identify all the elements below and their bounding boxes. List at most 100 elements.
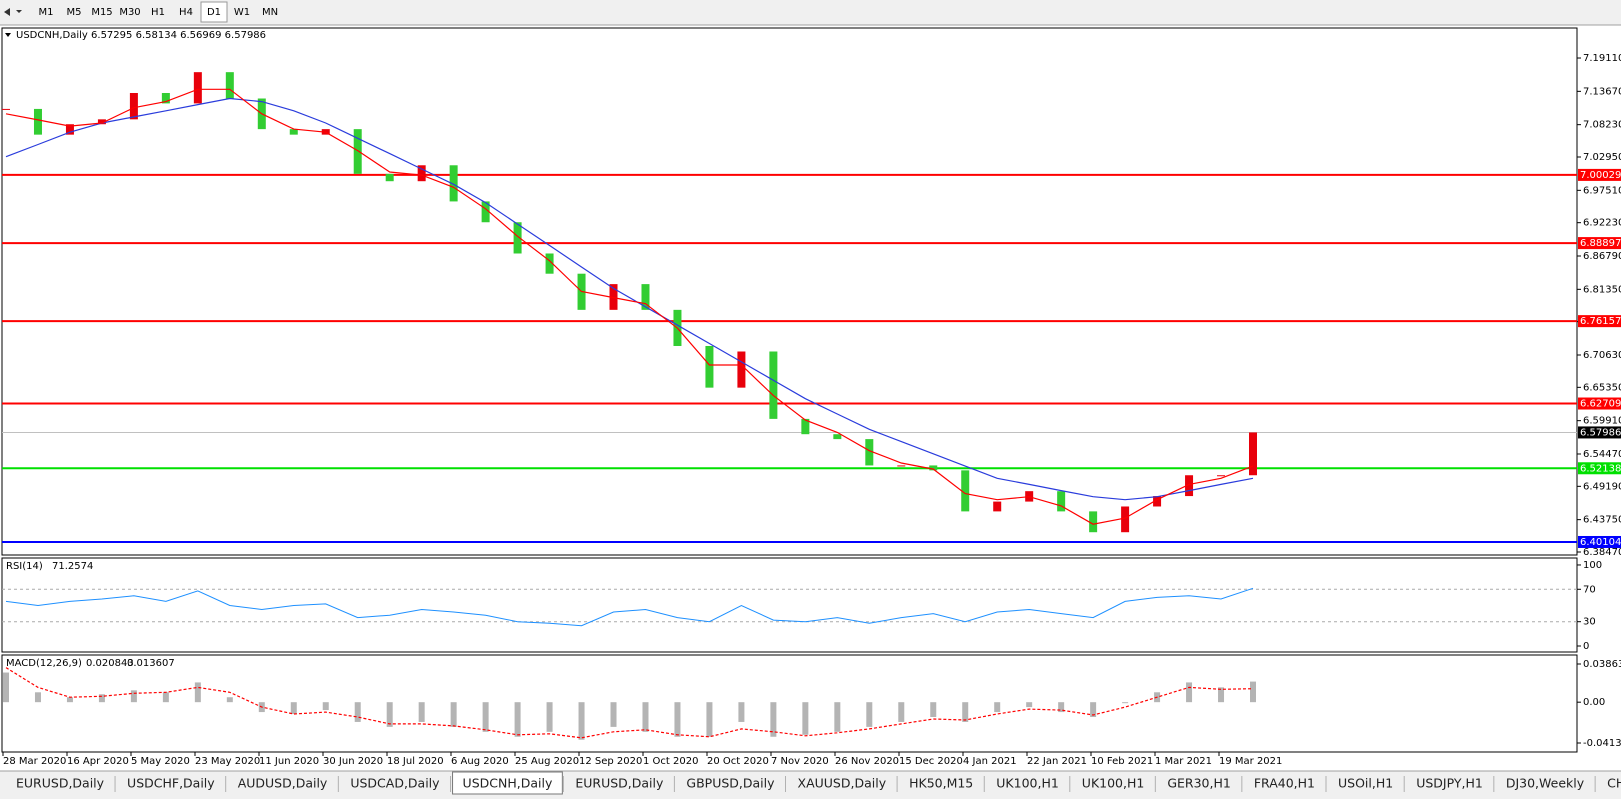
candle-body <box>97 119 106 125</box>
x-tick-label: 18 Jul 2020 <box>387 756 444 767</box>
candle-body <box>833 434 842 440</box>
tab[interactable] <box>1243 774 1325 793</box>
candle-body <box>481 201 490 223</box>
macd-bar <box>194 682 201 703</box>
candle-body <box>289 129 298 135</box>
level-label-box <box>1578 462 1621 475</box>
tab[interactable] <box>1406 774 1493 793</box>
candle-body <box>1057 491 1066 512</box>
rsi-tick-label: 70 <box>1583 584 1596 595</box>
tab-label: USDCHF,Daily <box>127 776 215 791</box>
rsi-tick-label: 30 <box>1583 617 1596 628</box>
tab[interactable] <box>787 774 897 793</box>
macd-bar <box>1090 702 1097 718</box>
x-tick-label: 7 Nov 2020 <box>771 756 829 767</box>
macd-bar <box>994 702 1001 713</box>
timeframe-button[interactable] <box>33 2 59 22</box>
y-tick-label: 7.08230 <box>1583 120 1621 131</box>
level-label-box <box>1578 535 1621 548</box>
x-tick-label: 11 Jun 2020 <box>259 756 319 767</box>
tab-label: USOil,H1 <box>1338 776 1393 791</box>
timeframe-button[interactable] <box>257 2 283 22</box>
tab[interactable] <box>565 774 674 793</box>
tab[interactable] <box>1157 774 1241 793</box>
macd-bar <box>66 697 73 703</box>
y-tick-label: 6.49190 <box>1583 481 1621 492</box>
rsi-tick-label: 100 <box>1583 560 1602 571</box>
tab[interactable] <box>986 774 1069 793</box>
tab[interactable] <box>6 774 115 793</box>
tab-label: HK50,M15 <box>909 776 973 791</box>
candle-body <box>801 418 810 435</box>
candle-body <box>449 165 458 202</box>
toolbar-icon[interactable] <box>4 8 22 16</box>
level-label: 6.52138 <box>1580 463 1621 474</box>
tab[interactable] <box>227 774 338 793</box>
candle-body <box>513 222 522 254</box>
tab-label: AUDUSD,Daily <box>238 776 328 791</box>
level-label: 7.00029 <box>1580 170 1621 181</box>
macd-signal <box>5 667 1254 739</box>
candle-body <box>65 124 74 135</box>
candle-body <box>1121 506 1130 533</box>
timeframe-button[interactable] <box>89 2 115 22</box>
tab[interactable] <box>1495 774 1595 793</box>
x-tick-label: 4 Jan 2021 <box>963 756 1017 767</box>
x-tick-label: 28 Mar 2020 <box>3 756 66 767</box>
timeframe-label: MN <box>262 7 278 18</box>
tab[interactable] <box>340 774 450 793</box>
x-tick-label: 6 Aug 2020 <box>451 756 509 767</box>
macd-bar <box>1026 702 1033 708</box>
macd-signal-value: 0.013607 <box>127 658 175 669</box>
y-tick-label: 7.19110 <box>1583 53 1621 64</box>
y-tick-label: 6.59910 <box>1583 416 1621 427</box>
timeframe-label: H1 <box>151 7 165 18</box>
x-tick-label: 20 Oct 2020 <box>707 756 769 767</box>
level-label-box <box>1578 237 1621 250</box>
timeframe-button[interactable] <box>61 2 87 22</box>
candle-body <box>737 351 746 388</box>
timeframe-button[interactable] <box>117 2 143 22</box>
header-arrow <box>5 33 11 37</box>
macd-bar <box>386 702 393 727</box>
candle-body <box>961 470 970 512</box>
macd-value: 0.020843 <box>86 658 134 669</box>
timeframe-button[interactable] <box>173 2 199 22</box>
ohlc-value: 6.58134 <box>136 30 177 41</box>
macd-bar <box>866 702 873 727</box>
macd-bar <box>1122 702 1129 704</box>
rsi-value: 71.2574 <box>52 561 93 572</box>
tab[interactable] <box>1597 774 1621 793</box>
macd-tick-label: 0.00 <box>1583 697 1605 708</box>
level-label: 6.40104 <box>1580 537 1621 548</box>
level-label: 6.76157 <box>1580 316 1621 327</box>
level-label-box <box>1578 168 1621 181</box>
candle-body <box>545 253 554 274</box>
macd-bar <box>802 702 809 735</box>
macd-bar <box>930 702 937 718</box>
tab[interactable] <box>1071 774 1155 793</box>
tab[interactable] <box>899 774 984 793</box>
macd-bar <box>98 694 105 703</box>
y-tick-label: 6.54470 <box>1583 449 1621 460</box>
y-tick-label: 6.65350 <box>1583 382 1621 393</box>
timeframe-button[interactable] <box>229 2 255 22</box>
x-tick-label: 22 Jan 2021 <box>1027 756 1087 767</box>
candle-body <box>609 284 618 310</box>
y-tick-label: 7.13670 <box>1583 86 1621 97</box>
candle-body <box>2 108 10 110</box>
tab-label: GBPUSD,Daily <box>686 776 775 791</box>
ma-slow <box>5 97 1254 501</box>
macd-bar <box>3 672 9 703</box>
macd-bar <box>706 702 713 737</box>
tab[interactable] <box>676 774 785 793</box>
tab[interactable] <box>117 774 225 793</box>
macd-bar <box>482 702 489 732</box>
timeframe-label: M5 <box>67 7 82 18</box>
timeframe-label: M15 <box>91 7 112 18</box>
tab[interactable] <box>452 771 563 795</box>
timeframe-button[interactable] <box>145 2 171 22</box>
candle-body <box>1153 496 1162 507</box>
tab[interactable] <box>1328 774 1404 793</box>
timeframe-button[interactable] <box>200 1 228 23</box>
